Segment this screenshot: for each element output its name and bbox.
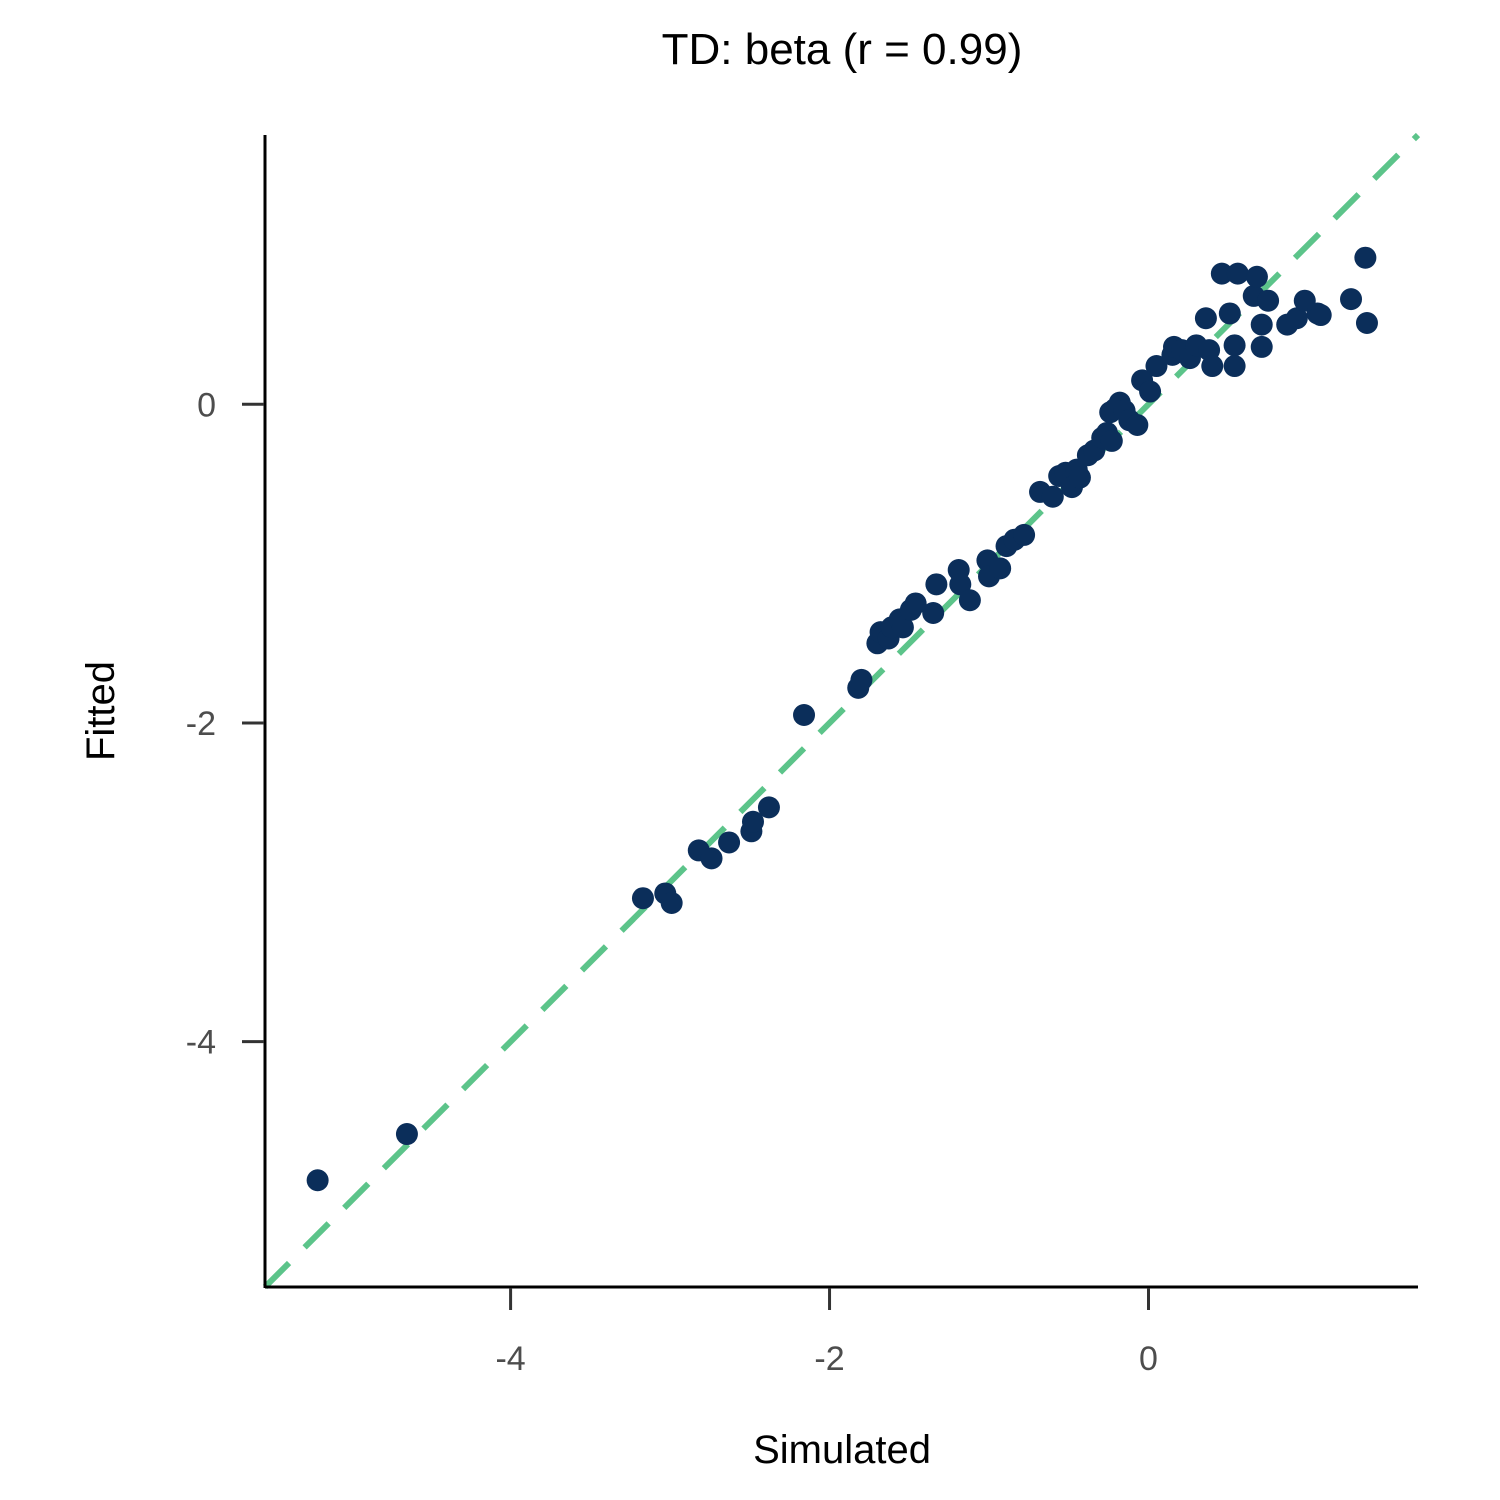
data-point	[1223, 334, 1246, 357]
data-point	[660, 892, 683, 914]
data-point	[1223, 355, 1246, 378]
y-tick-label: -2	[186, 705, 216, 743]
data-point	[1068, 466, 1091, 489]
data-point	[1041, 485, 1064, 508]
data-point	[1355, 312, 1378, 335]
data-point	[1309, 304, 1332, 327]
chart-title: TD: beta (r = 0.99)	[662, 25, 1023, 74]
identity-line	[262, 132, 1421, 1290]
data-point	[1126, 413, 1149, 436]
y-axis-label: Fitted	[79, 661, 123, 761]
data-point	[850, 668, 873, 691]
x-tick-label: -4	[495, 1340, 525, 1378]
data-point	[1226, 262, 1249, 285]
x-tick-label: -2	[814, 1340, 844, 1378]
data-point	[741, 810, 764, 833]
data-point	[700, 847, 723, 870]
data-point	[757, 796, 780, 819]
data-point	[1285, 307, 1308, 330]
y-axis-ticks: -4 -2 0	[186, 386, 264, 1062]
data-point	[989, 557, 1012, 580]
data-point	[631, 887, 654, 910]
data-point	[1145, 355, 1168, 378]
data-point	[395, 1123, 418, 1146]
data-point	[1245, 265, 1268, 288]
x-axis-ticks: -4 -2 0	[495, 1288, 1158, 1378]
data-point	[306, 1169, 329, 1192]
data-point	[1139, 380, 1162, 403]
data-point	[922, 602, 945, 625]
data-point	[949, 573, 972, 596]
data-point	[1340, 288, 1363, 311]
x-axis-label: Simulated	[753, 1428, 931, 1472]
data-point	[1250, 335, 1273, 358]
data-point	[1250, 313, 1273, 336]
data-point	[958, 589, 981, 612]
data-point	[793, 703, 816, 726]
data-point	[1218, 302, 1241, 325]
data-point	[718, 831, 741, 854]
data-point	[1013, 523, 1036, 546]
y-tick-label: 0	[197, 386, 216, 424]
x-tick-label: 0	[1139, 1340, 1158, 1378]
data-point	[1210, 262, 1233, 285]
points-layer	[306, 246, 1378, 1192]
data-point	[1201, 355, 1224, 378]
y-tick-label: -4	[186, 1024, 216, 1062]
data-point	[1194, 307, 1217, 330]
data-point	[925, 573, 948, 596]
data-point	[1354, 246, 1377, 269]
data-point	[891, 616, 914, 639]
data-point	[1257, 289, 1280, 312]
data-point	[904, 592, 927, 615]
data-point	[1100, 429, 1123, 452]
